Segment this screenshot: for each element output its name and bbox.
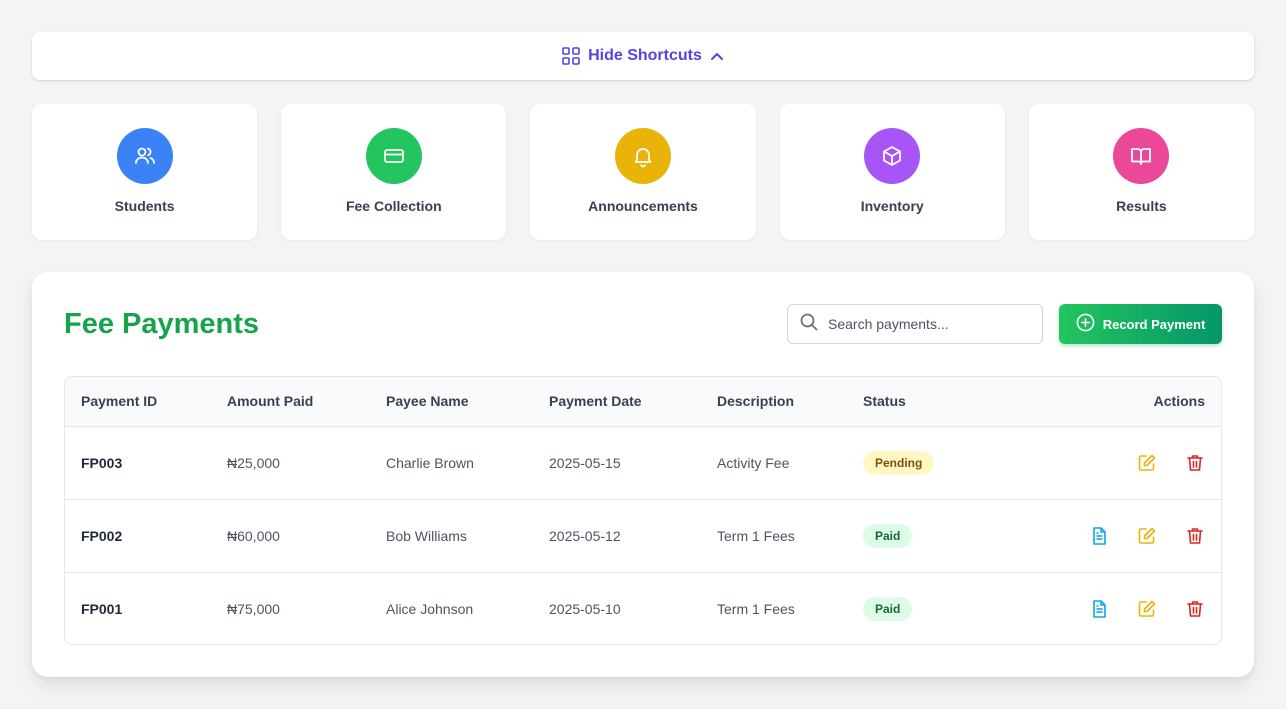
shortcut-fee-collection[interactable]: Fee Collection xyxy=(281,104,507,240)
search-input[interactable] xyxy=(828,316,1028,332)
column-header: Payment ID xyxy=(65,377,211,427)
credit-card-icon xyxy=(365,128,422,184)
payment-id: FP003 xyxy=(81,454,123,471)
search-icon xyxy=(800,313,818,336)
shortcut-inventory[interactable]: Inventory xyxy=(779,104,1005,240)
chevron-up-icon xyxy=(710,49,724,63)
amount-paid: ₦75,000 xyxy=(227,600,280,617)
payment-id: FP002 xyxy=(81,527,123,544)
shortcut-label: Results xyxy=(1116,198,1167,214)
column-header: Payee Name xyxy=(370,377,533,427)
receipt-icon[interactable] xyxy=(1089,599,1109,619)
hide-shortcuts-button[interactable]: Hide Shortcuts xyxy=(32,32,1254,80)
payments-table: Payment ID Amount Paid Payee Name Paymen… xyxy=(64,376,1222,645)
amount-paid: ₦60,000 xyxy=(227,527,280,544)
description: Term 1 Fees xyxy=(717,600,795,617)
status-badge: Pending xyxy=(863,450,935,475)
record-payment-label: Record Payment xyxy=(1102,316,1206,332)
shortcut-label: Students xyxy=(114,198,175,214)
shortcut-results[interactable]: Results xyxy=(1028,104,1255,240)
users-icon xyxy=(116,128,173,184)
box-icon xyxy=(864,128,921,184)
shortcut-label: Announcements xyxy=(588,198,698,214)
table-row: FP002 ₦60,000 Bob Williams 2025-05-12 Te… xyxy=(65,499,1221,572)
table-row: FP001 ₦75,000 Alice Johnson 2025-05-10 T… xyxy=(65,572,1221,644)
shortcut-label: Inventory xyxy=(860,198,924,214)
shortcut-announcements[interactable]: Announcements xyxy=(530,104,756,240)
receipt-icon[interactable] xyxy=(1089,526,1109,546)
description: Activity Fee xyxy=(717,454,790,471)
amount-paid: ₦25,000 xyxy=(227,454,280,471)
column-header: Amount Paid xyxy=(211,377,370,427)
edit-icon[interactable] xyxy=(1137,599,1157,619)
edit-icon[interactable] xyxy=(1137,526,1157,546)
status-badge: Paid xyxy=(863,596,913,621)
plus-circle-icon xyxy=(1076,313,1095,335)
payment-date: 2025-05-12 xyxy=(549,527,621,544)
table-header-row: Payment ID Amount Paid Payee Name Paymen… xyxy=(65,377,1221,427)
book-icon xyxy=(1113,128,1170,184)
shortcut-students[interactable]: Students xyxy=(32,104,258,240)
trash-icon[interactable] xyxy=(1185,526,1205,546)
edit-icon[interactable] xyxy=(1137,453,1157,473)
table-row: FP003 ₦25,000 Charlie Brown 2025-05-15 A… xyxy=(65,426,1221,499)
column-header: Description xyxy=(701,377,847,427)
page-title: Fee Payments xyxy=(64,308,260,340)
hide-shortcuts-label: Hide Shortcuts xyxy=(588,47,702,64)
payment-date: 2025-05-15 xyxy=(549,454,621,471)
payee-name: Charlie Brown xyxy=(386,454,474,471)
fee-payments-panel: Fee Payments Record Payment Payment ID xyxy=(32,272,1254,677)
payee-name: Bob Williams xyxy=(386,527,467,544)
status-badge: Paid xyxy=(863,523,913,548)
shortcut-label: Fee Collection xyxy=(345,198,442,214)
grid-icon xyxy=(562,47,580,65)
trash-icon[interactable] xyxy=(1185,453,1205,473)
payee-name: Alice Johnson xyxy=(386,600,474,617)
search-box[interactable] xyxy=(787,304,1043,344)
payment-date: 2025-05-10 xyxy=(549,600,621,617)
column-header: Payment Date xyxy=(533,377,701,427)
payment-id: FP001 xyxy=(81,600,123,617)
column-header: Status xyxy=(847,377,1047,427)
shortcuts-row: Students Fee Collection Announcements In… xyxy=(32,104,1255,240)
bell-icon xyxy=(615,128,671,184)
description: Term 1 Fees xyxy=(717,527,795,544)
column-header: Actions xyxy=(1047,377,1221,427)
record-payment-button[interactable]: Record Payment xyxy=(1059,304,1222,344)
trash-icon[interactable] xyxy=(1185,599,1205,619)
